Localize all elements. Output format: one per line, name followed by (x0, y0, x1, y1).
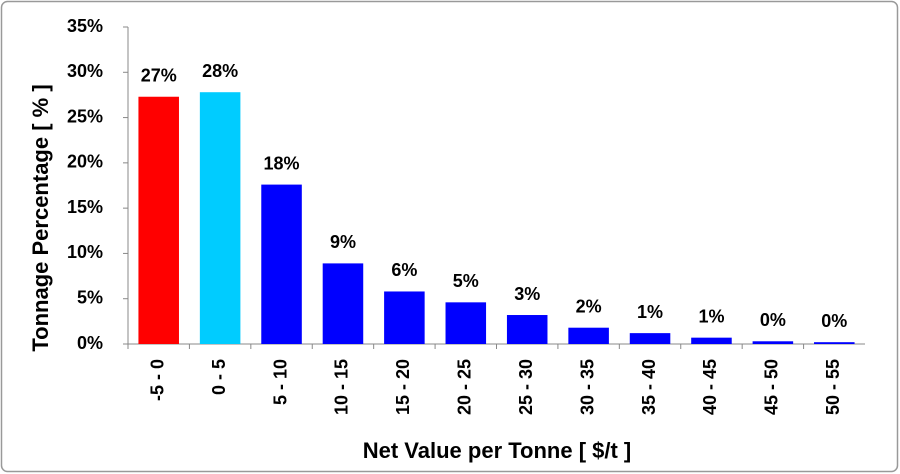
y-tick-label: 0% (77, 333, 103, 353)
bar (445, 302, 487, 344)
x-tick-label: 50 - 55 (823, 359, 843, 415)
bar (506, 315, 548, 344)
y-tick-label: 25% (67, 106, 103, 126)
y-tick-label: 30% (67, 61, 103, 81)
y-tick-label: 15% (67, 197, 103, 217)
bar (261, 184, 302, 344)
x-axis-title: Net Value per Tonne [ $/t ] (363, 438, 632, 463)
bar (322, 263, 364, 344)
bar (568, 327, 609, 344)
y-tick-label: 20% (67, 152, 103, 172)
x-tick-label: 5 - 10 (270, 359, 290, 405)
value-label: 0% (760, 310, 786, 330)
y-tick-label: 35% (67, 16, 103, 36)
value-label: 27% (141, 65, 177, 85)
x-tick-label: 40 - 45 (700, 359, 720, 415)
value-label: 1% (698, 306, 724, 326)
value-label: 28% (202, 61, 238, 81)
x-tick-label: 45 - 50 (762, 359, 782, 415)
bar (691, 337, 732, 344)
value-label: 9% (330, 232, 356, 252)
value-label: 0% (821, 311, 847, 331)
bar (752, 341, 794, 344)
value-label: 6% (391, 260, 417, 280)
value-label: 18% (264, 153, 300, 173)
x-tick-label: -5 - 0 (147, 359, 167, 401)
x-tick-label: 15 - 20 (393, 359, 413, 415)
x-tick-label: 10 - 15 (332, 359, 352, 415)
value-label: 3% (514, 284, 540, 304)
y-axis-title: Tonnage Percentage [ % ] (28, 84, 53, 351)
bar (629, 333, 671, 344)
value-label: 1% (637, 302, 663, 322)
x-tick-label: 20 - 25 (455, 359, 475, 415)
x-tick-label: 35 - 40 (639, 359, 659, 415)
x-tick-label: 0 - 5 (209, 359, 229, 395)
x-tick-label: 30 - 35 (577, 359, 597, 415)
bar (814, 342, 855, 344)
y-tick-label: 10% (67, 242, 103, 262)
x-tick-label: 25 - 30 (516, 359, 536, 415)
bar (138, 96, 179, 345)
bar (384, 291, 425, 344)
bar (199, 92, 241, 344)
value-label: 5% (453, 271, 479, 291)
value-label: 2% (576, 296, 602, 316)
y-tick-label: 5% (77, 287, 103, 307)
